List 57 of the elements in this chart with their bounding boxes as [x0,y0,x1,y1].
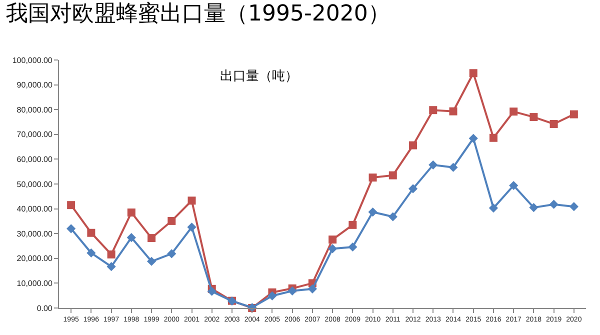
point [409,141,418,150]
y-tick-label: 20,000.00 [16,254,53,264]
point [268,291,277,300]
point [530,113,538,122]
y-tick-label: 70,000.00 [16,130,53,140]
point [87,228,96,237]
point [468,134,478,143]
point [469,69,478,78]
point [67,201,76,210]
point [489,134,498,142]
point [550,120,558,128]
point [488,204,498,213]
point [187,222,196,232]
point [126,233,136,242]
point [66,224,76,234]
point [408,184,418,194]
point [388,171,397,180]
point [428,160,438,170]
chart-title: 我国对欧盟蜂蜜出口量（1995-2020） [6,1,390,26]
point [388,212,398,222]
y-tick-label: 40,000.00 [16,204,53,214]
point [529,203,538,212]
point [510,108,518,116]
y-tick-label: 30,000.00 [16,229,53,238]
point [368,174,377,182]
point [348,242,358,252]
point [288,286,297,296]
point [167,249,176,258]
y-tick-label: 80,000.00 [16,105,53,114]
point [188,196,196,205]
point [107,250,116,258]
text: 出口量（吨） [220,69,298,84]
point [569,202,578,212]
point [449,107,458,116]
point [448,162,458,172]
point [106,262,116,272]
point [368,207,378,217]
point [127,208,136,217]
y-tick-label: 100,000.00 [12,56,53,65]
y-tick-label: 50,000.00 [16,180,53,189]
point [328,236,337,244]
point [308,284,317,294]
point [207,286,216,296]
point [168,216,176,225]
y-tick-label: 60,000.00 [16,155,53,164]
point [146,256,156,266]
point [509,180,518,190]
point [429,106,438,114]
point [328,244,338,254]
y-tick-label: 0.00 [36,304,53,313]
y-tick-label: 90,000.00 [16,80,53,90]
point [570,110,578,118]
point [148,234,156,242]
point [549,200,558,209]
y-tick-label: 10,000.00 [16,279,53,288]
point [348,220,357,229]
point [86,248,96,258]
